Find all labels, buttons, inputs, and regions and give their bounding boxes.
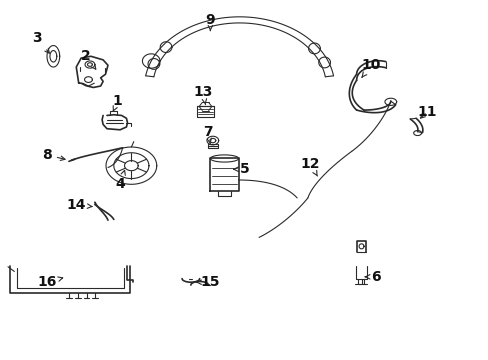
Text: 6: 6 bbox=[365, 270, 380, 284]
Text: 1: 1 bbox=[113, 94, 122, 111]
Text: 11: 11 bbox=[417, 105, 436, 119]
Text: 10: 10 bbox=[361, 58, 380, 77]
Text: 15: 15 bbox=[197, 275, 220, 289]
Text: 7: 7 bbox=[203, 125, 212, 144]
Text: 5: 5 bbox=[233, 162, 249, 176]
Text: 2: 2 bbox=[81, 49, 96, 69]
Text: 4: 4 bbox=[115, 170, 125, 190]
Text: 8: 8 bbox=[42, 148, 65, 162]
Text: 12: 12 bbox=[300, 157, 320, 176]
Text: 3: 3 bbox=[32, 31, 49, 53]
Text: 14: 14 bbox=[66, 198, 92, 212]
Text: 16: 16 bbox=[37, 275, 62, 289]
Text: 9: 9 bbox=[205, 13, 215, 30]
Text: 13: 13 bbox=[193, 85, 212, 105]
